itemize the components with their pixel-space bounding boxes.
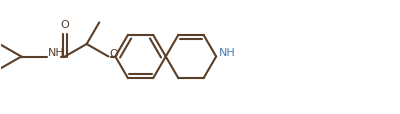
Text: NH: NH bbox=[218, 48, 235, 57]
Text: O: O bbox=[60, 20, 69, 30]
Text: NH: NH bbox=[48, 48, 64, 57]
Text: O: O bbox=[110, 49, 118, 59]
